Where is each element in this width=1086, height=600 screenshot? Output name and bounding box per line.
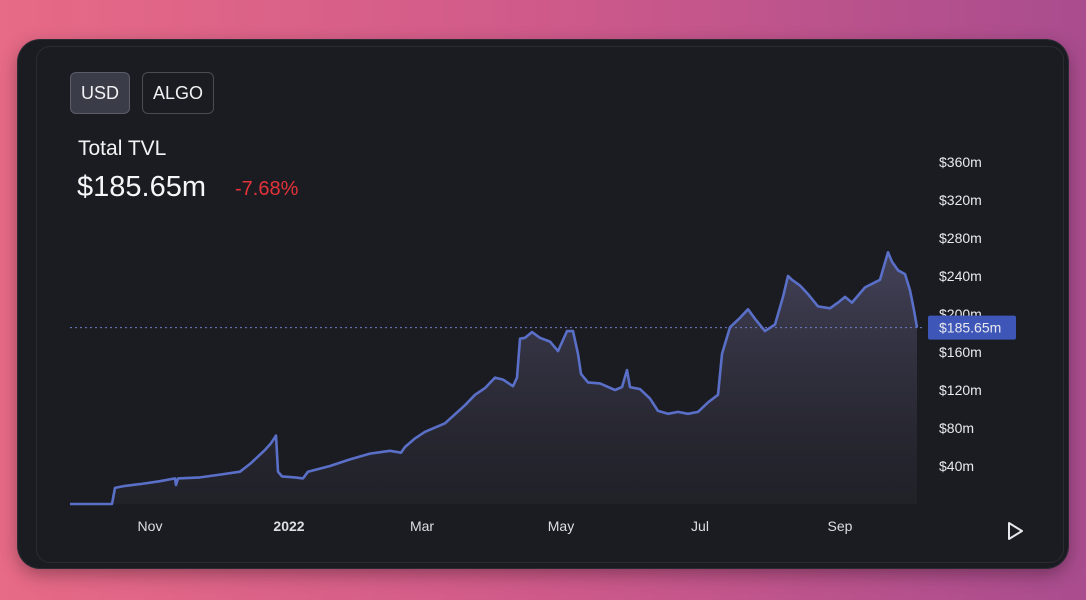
currency-algo-button[interactable]: ALGO — [142, 72, 214, 114]
y-tick-label: $40m — [939, 458, 974, 474]
y-axis: $40m$80m$120m$160m$200m$240m$280m$320m$3… — [939, 154, 982, 474]
chart-card-inner-border — [36, 46, 1064, 563]
x-tick-label: Nov — [138, 518, 163, 534]
y-tick-label: $360m — [939, 154, 982, 170]
tvl-change: -7.68% — [235, 178, 299, 200]
y-tick-label: $160m — [939, 344, 982, 360]
y-tick-label: $120m — [939, 382, 982, 398]
chart-card-frame — [18, 40, 1068, 568]
tvl-value: $185.65m — [77, 171, 206, 203]
current-value-label: $185.65m — [939, 320, 1001, 336]
chart-title: Total TVL — [78, 137, 167, 160]
current-value-tag-bg — [928, 315, 1016, 340]
y-tick-label: $80m — [939, 420, 974, 436]
y-tick-label: $320m — [939, 192, 982, 208]
play-icon[interactable] — [1003, 519, 1027, 543]
x-tick-label: 2022 — [273, 518, 304, 534]
x-tick-label: Jul — [691, 518, 709, 534]
y-tick-label: $240m — [939, 268, 982, 284]
current-value-tag: - $185.65m — [928, 315, 1016, 340]
x-tick-label: May — [548, 518, 574, 534]
x-tick-label: Sep — [828, 518, 853, 534]
currency-usd-button[interactable]: USD — [70, 72, 130, 114]
x-tick-label: Mar — [410, 518, 434, 534]
x-axis: Nov 2022 Mar May Jul Sep — [138, 518, 853, 534]
tvl-line — [70, 251, 919, 506]
tvl-area — [70, 252, 917, 504]
y-tick-label: $280m — [939, 230, 982, 246]
